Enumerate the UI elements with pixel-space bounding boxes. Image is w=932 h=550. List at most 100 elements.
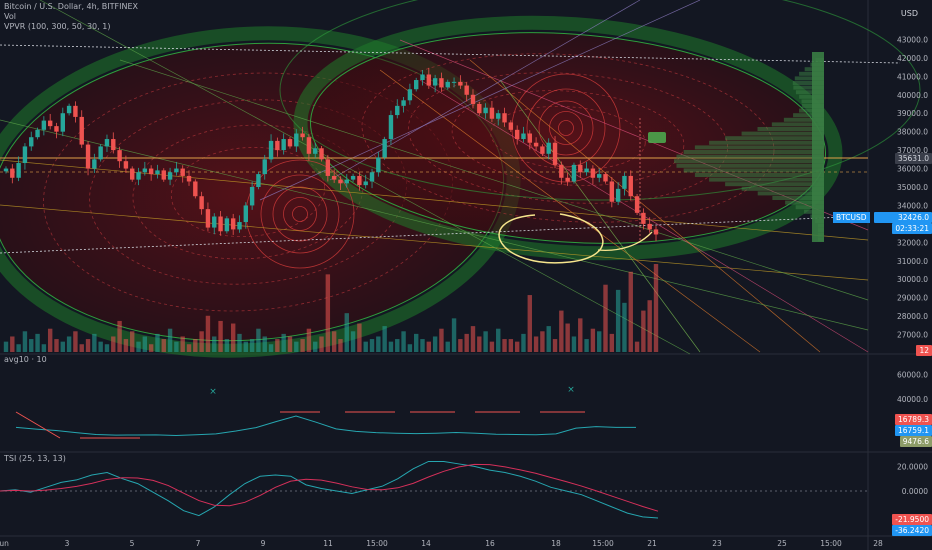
candle-body	[29, 137, 34, 147]
candle-body	[603, 174, 608, 182]
volume-bar	[85, 339, 91, 352]
volume-bar	[73, 331, 78, 352]
price-tick: 36000.0	[897, 165, 928, 174]
fib-target-ring	[538, 100, 594, 156]
volume-bar	[527, 295, 532, 352]
candle-body	[432, 78, 438, 86]
price-tick: 41000.0	[897, 72, 928, 81]
volume-bar	[521, 333, 526, 352]
candle-body	[445, 81, 450, 88]
vp-bar	[772, 196, 824, 200]
volume-bar	[584, 339, 589, 352]
volume-bar	[249, 339, 255, 352]
vp-bar	[683, 150, 824, 154]
volume-bar	[142, 336, 148, 352]
candle-body	[641, 212, 646, 224]
vp-bar	[674, 159, 824, 164]
volume-bar	[3, 341, 9, 352]
candle-body	[331, 175, 337, 180]
vp-bar	[725, 136, 824, 141]
avg10-line	[15, 415, 636, 436]
candle-body	[212, 216, 217, 228]
vp-bar	[799, 108, 824, 113]
volume-bar	[111, 336, 116, 352]
volume-bar	[268, 344, 274, 352]
candle-body	[540, 146, 545, 154]
volume-bar	[470, 326, 476, 352]
volume-bar	[578, 318, 583, 352]
price-tick: 40000.0	[897, 91, 928, 100]
candle-body	[294, 133, 299, 147]
volume-bar	[16, 344, 21, 352]
avg10-legend: avg10 · 10	[4, 355, 47, 364]
candle-body	[514, 129, 520, 140]
candle-body	[527, 133, 532, 143]
candle-body	[167, 172, 173, 180]
volume-bar	[628, 271, 633, 352]
vol-legend: Vol	[4, 12, 16, 21]
candle-body	[344, 179, 349, 184]
volume-bar	[155, 333, 160, 352]
candle-body	[470, 94, 476, 104]
candle-body	[155, 170, 160, 175]
candle-body	[319, 148, 324, 160]
vpvr-legend: VPVR (100, 300, 50, 30, 1)	[4, 22, 111, 31]
fan-line	[119, 59, 869, 301]
vp-bar	[793, 113, 824, 118]
volume-bar	[148, 344, 154, 352]
volume-bar	[559, 310, 564, 352]
vp-bar	[783, 117, 824, 122]
candle-body	[357, 175, 362, 186]
candle-body	[578, 164, 583, 173]
volume-bar	[401, 331, 406, 352]
tsi-tick: 0.0000	[902, 487, 928, 496]
vp-bar	[757, 127, 824, 131]
candle-body	[130, 168, 135, 180]
candle-body	[54, 126, 59, 132]
time-label: 23	[712, 539, 722, 548]
volume-bar	[35, 333, 40, 352]
candle-body	[98, 146, 103, 160]
volume-bar	[489, 341, 495, 352]
vp-bar	[709, 140, 824, 145]
volume-bars	[3, 264, 659, 352]
volume-bar	[647, 300, 652, 352]
volume-bar	[590, 328, 596, 352]
drawing-layer	[0, 0, 921, 358]
volume-bar	[180, 336, 185, 352]
volume-bar	[603, 284, 608, 352]
candle-body	[218, 216, 223, 232]
vp-bar	[785, 200, 824, 205]
volume-bar	[552, 339, 558, 352]
price-tick: 27000.0	[897, 331, 928, 340]
tsi-legend: TSI (25, 13, 13)	[4, 454, 66, 463]
volume-bar	[420, 339, 425, 352]
volume-bar	[224, 339, 230, 352]
time-label: 18	[551, 539, 561, 548]
candle-body	[622, 175, 627, 189]
candle-body	[275, 140, 280, 151]
volume-bar	[66, 336, 72, 352]
cross-marker: ×	[567, 385, 575, 395]
volume-bar	[363, 341, 368, 352]
time-label: Jun	[0, 539, 9, 548]
time-label: 3	[65, 539, 70, 548]
avg10-signal-segment	[15, 411, 61, 439]
vp-strip	[812, 52, 824, 242]
volume-bar	[357, 323, 362, 352]
volume-bar	[376, 336, 381, 352]
candle-body	[268, 140, 274, 160]
volume-bar	[130, 331, 135, 352]
volume-bar	[546, 326, 551, 352]
avg10-tag-3: 9476.6	[899, 436, 932, 447]
volume-bar	[634, 341, 640, 352]
candle-body	[407, 89, 413, 101]
volume-profile	[674, 52, 824, 242]
candle-body	[597, 174, 602, 178]
candle-body	[395, 105, 400, 116]
volume-bar	[432, 336, 438, 352]
volume-bar	[243, 341, 249, 352]
